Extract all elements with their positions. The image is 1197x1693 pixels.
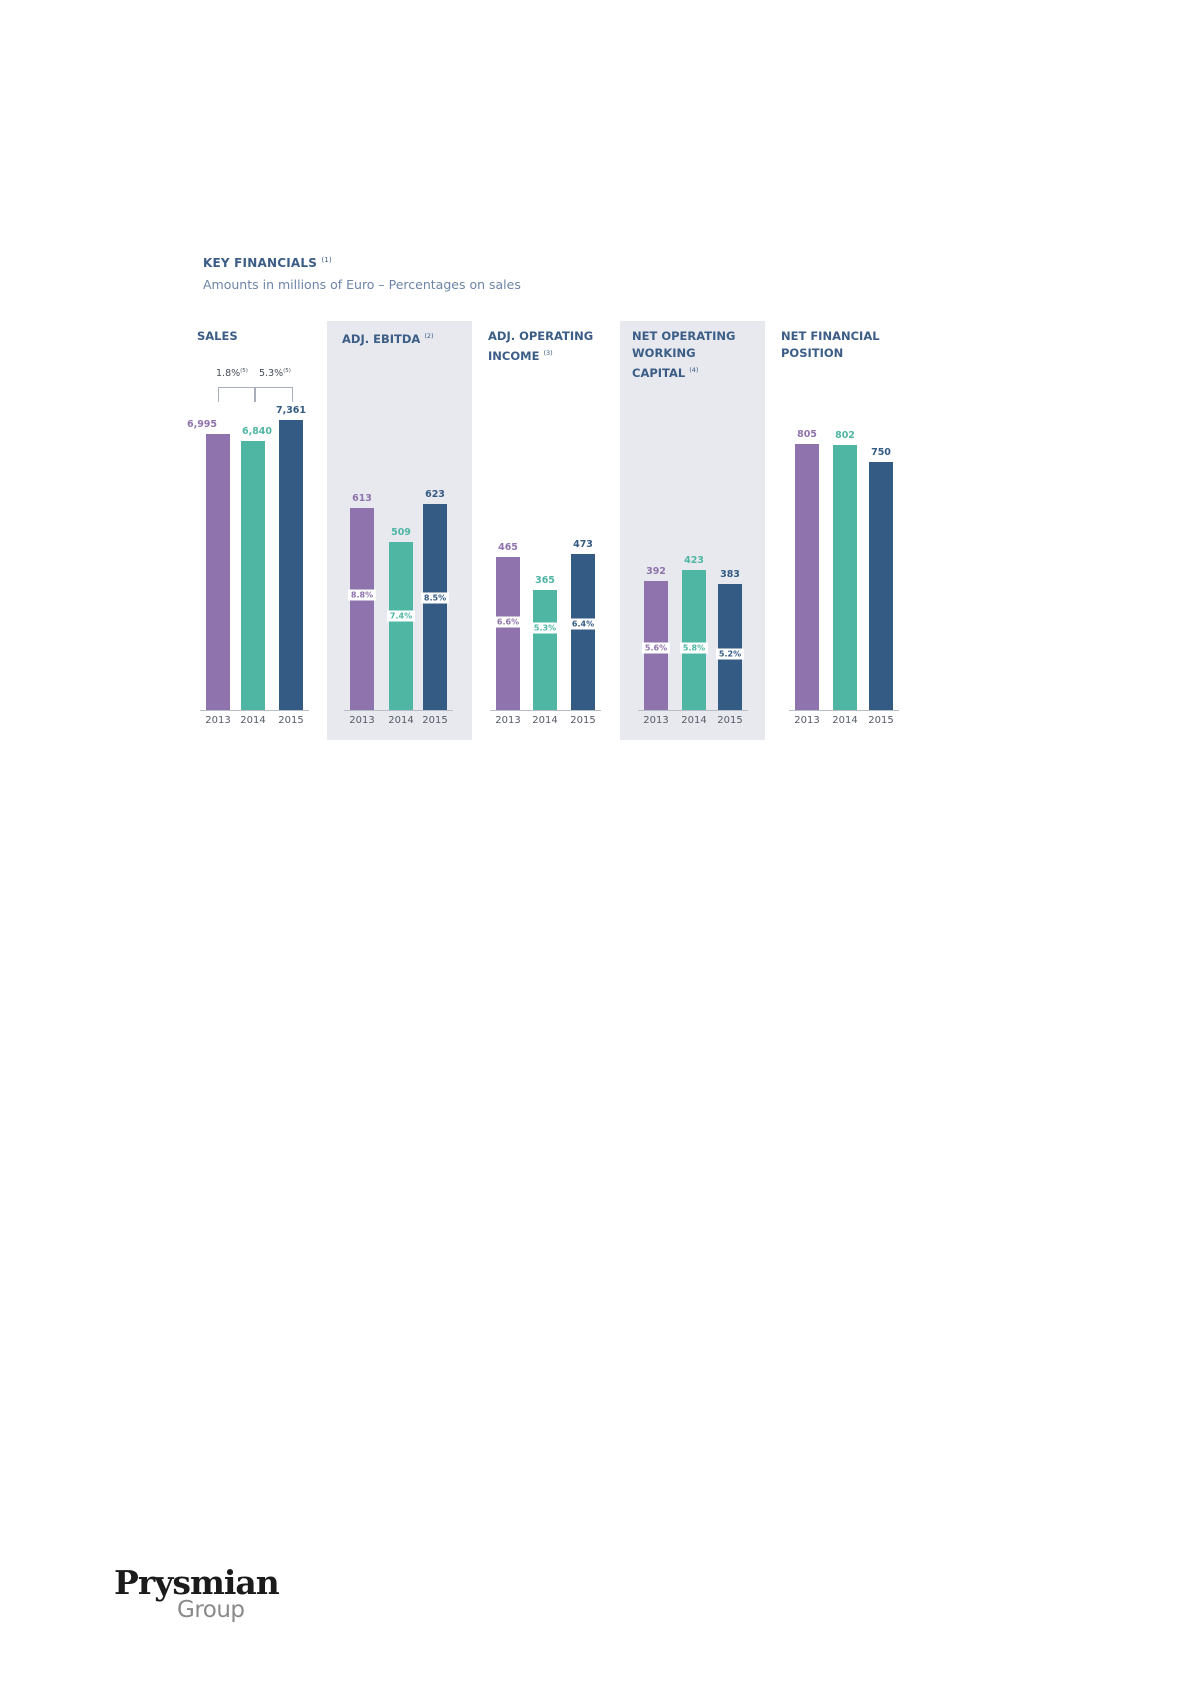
adj-operating-income-bar-2015 bbox=[571, 554, 595, 710]
adj-ebitda-percent-label-2014: 7.4% bbox=[386, 610, 416, 622]
adj-ebitda-bar-2014 bbox=[389, 542, 413, 710]
net-operating-working-capital-baseline bbox=[638, 710, 748, 711]
adj-operating-income-value-label-2013: 465 bbox=[498, 542, 518, 553]
adj-ebitda-percent-label-2013: 8.8% bbox=[347, 589, 377, 601]
net-financial-position-value-label-2014: 802 bbox=[835, 430, 855, 441]
adj-ebitda-year-label-2014: 2014 bbox=[388, 715, 414, 726]
net-operating-working-capital-bar-2014 bbox=[682, 570, 706, 710]
net-operating-working-capital-value-label-2013: 392 bbox=[646, 566, 666, 577]
net-financial-position-year-label-2015: 2015 bbox=[868, 715, 894, 726]
sales-growth-label-1: 1.8%(5) bbox=[216, 368, 248, 380]
adj-ebitda-value-label-2014: 509 bbox=[391, 527, 411, 538]
sales-value-label-2015: 7,361 bbox=[275, 405, 307, 416]
adj-operating-income-year-label-2013: 2013 bbox=[495, 715, 521, 726]
adj-ebitda-title: ADJ. EBITDA (2) bbox=[342, 331, 434, 346]
sales-growth-bracket-2 bbox=[255, 387, 293, 402]
adj-operating-income-year-label-2014: 2014 bbox=[532, 715, 558, 726]
net-financial-position-year-label-2013: 2013 bbox=[794, 715, 820, 726]
chart-title: KEY FINANCIALS (1) bbox=[203, 256, 332, 270]
sales-year-label-2013: 2013 bbox=[205, 715, 231, 726]
adj-operating-income-title: ADJ. OPERATING INCOME (3) bbox=[488, 329, 594, 363]
net-financial-position-bar-2015 bbox=[869, 462, 893, 710]
adj-operating-income-baseline bbox=[490, 710, 601, 711]
adj-ebitda-value-label-2015: 623 bbox=[425, 489, 445, 500]
sales-growth-bracket-1 bbox=[218, 387, 255, 402]
net-operating-working-capital-value-label-2015: 383 bbox=[720, 569, 740, 580]
net-operating-working-capital-percent-label-2013: 5.6% bbox=[641, 642, 671, 654]
net-operating-working-capital-year-label-2013: 2013 bbox=[643, 715, 669, 726]
sales-growth-label-2: 5.3%(5) bbox=[259, 368, 291, 380]
net-financial-position-title: NET FINANCIAL POSITION bbox=[781, 329, 880, 360]
net-operating-working-capital-year-label-2015: 2015 bbox=[717, 715, 743, 726]
net-operating-working-capital-title: NET OPERATING WORKING CAPITAL (4) bbox=[632, 329, 736, 380]
adj-ebitda-value-label-2013: 613 bbox=[352, 493, 372, 504]
net-operating-working-capital-year-label-2014: 2014 bbox=[681, 715, 707, 726]
net-operating-working-capital-percent-label-2015: 5.2% bbox=[715, 648, 745, 660]
prysmian-group-logo: Prysmian Group bbox=[114, 1563, 280, 1624]
adj-ebitda-baseline bbox=[344, 710, 453, 711]
net-financial-position-bar-2014 bbox=[833, 445, 857, 710]
adj-ebitda-year-label-2013: 2013 bbox=[349, 715, 375, 726]
sales-value-label-2014: 6,840 bbox=[241, 426, 273, 437]
chart-subtitle: Amounts in millions of Euro – Percentage… bbox=[203, 277, 521, 292]
net-operating-working-capital-value-label-2014: 423 bbox=[684, 555, 704, 566]
net-financial-position-value-label-2015: 750 bbox=[871, 447, 891, 458]
net-operating-working-capital-percent-label-2014: 5.8% bbox=[679, 642, 709, 654]
adj-operating-income-bar-2013 bbox=[496, 557, 520, 710]
adj-ebitda-percent-label-2015: 8.5% bbox=[420, 592, 450, 604]
net-financial-position-baseline bbox=[789, 710, 899, 711]
sales-year-label-2015: 2015 bbox=[278, 715, 304, 726]
sales-bar-2015 bbox=[279, 420, 303, 710]
adj-ebitda-year-label-2015: 2015 bbox=[422, 715, 448, 726]
sales-year-label-2014: 2014 bbox=[240, 715, 266, 726]
adj-operating-income-bar-2014 bbox=[533, 590, 557, 710]
adj-operating-income-year-label-2015: 2015 bbox=[570, 715, 596, 726]
net-financial-position-value-label-2013: 805 bbox=[797, 429, 817, 440]
net-financial-position-year-label-2014: 2014 bbox=[832, 715, 858, 726]
sales-value-label-2013: 6,995 bbox=[186, 419, 218, 430]
net-operating-working-capital-bar-2015 bbox=[718, 584, 742, 710]
adj-operating-income-value-label-2014: 365 bbox=[535, 575, 555, 586]
adj-operating-income-value-label-2015: 473 bbox=[573, 539, 593, 550]
adj-operating-income-percent-label-2013: 6.6% bbox=[493, 616, 523, 628]
adj-operating-income-percent-label-2015: 6.4% bbox=[568, 618, 598, 630]
sales-bar-2014 bbox=[241, 441, 265, 710]
adj-ebitda-bar-2013 bbox=[350, 508, 374, 710]
sales-baseline bbox=[200, 710, 309, 711]
logo-group-text: Group bbox=[177, 1597, 245, 1623]
sales-bar-2013 bbox=[206, 434, 230, 710]
sales-title: SALES bbox=[197, 329, 238, 343]
adj-operating-income-percent-label-2014: 5.3% bbox=[530, 622, 560, 634]
net-financial-position-bar-2013 bbox=[795, 444, 819, 710]
adj-ebitda-bar-2015 bbox=[423, 504, 447, 710]
logo-wordmark: Prysmian bbox=[114, 1563, 280, 1602]
